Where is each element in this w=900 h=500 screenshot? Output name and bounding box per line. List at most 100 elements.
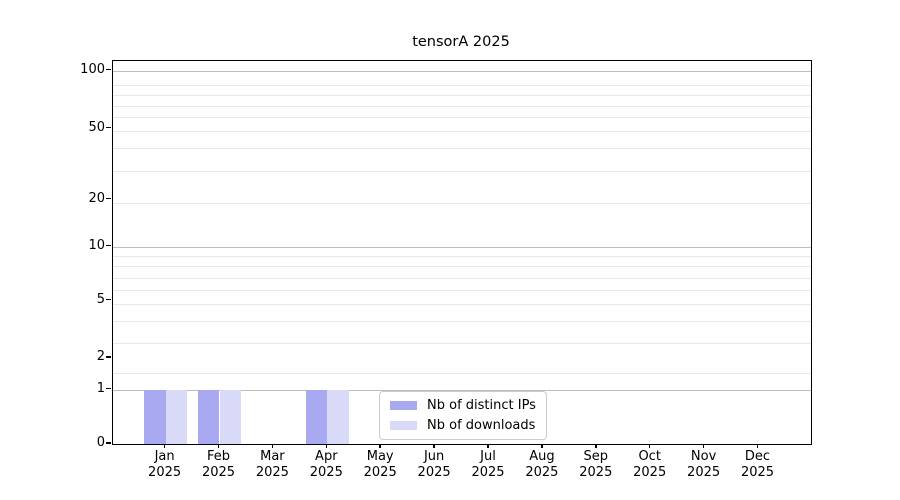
x-tick-mark: [163, 444, 166, 448]
x-tick-year: 2025: [633, 464, 667, 480]
x-tick-label: Jan 2025: [133, 449, 197, 480]
y-tick-mark: [106, 356, 111, 358]
x-tick-label: Sep 2025: [564, 449, 628, 480]
minor-gridline: [113, 131, 811, 132]
minor-gridline: [113, 106, 811, 107]
x-tick-month: Jan: [154, 449, 175, 464]
x-tick-year: 2025: [417, 464, 451, 480]
x-tick-mark: [217, 444, 220, 448]
x-tick-month: Oct: [638, 449, 661, 464]
x-tick-label: Jun 2025: [402, 449, 466, 480]
minor-gridline: [113, 304, 811, 305]
legend-entry-downloads: Nb of downloads: [390, 418, 536, 433]
minor-gridline: [113, 372, 811, 374]
x-tick-year: 2025: [148, 464, 182, 480]
x-tick-mark: [271, 444, 274, 448]
x-tick-mark: [433, 444, 435, 448]
minor-gridline: [113, 148, 811, 150]
x-tick-year: 2025: [579, 464, 613, 480]
x-tick-year: 2025: [740, 464, 775, 480]
minor-gridline: [113, 265, 811, 267]
x-tick-month: Aug: [529, 449, 555, 464]
x-tick-month: Apr: [315, 449, 338, 464]
x-tick-year: 2025: [687, 464, 721, 480]
legend: Nb of distinct IPs Nb of downloads: [379, 391, 547, 440]
x-tick-month: Jul: [480, 449, 496, 464]
y-tick-label: 10: [88, 237, 105, 253]
y-tick-mark: [106, 126, 111, 129]
minor-gridline: [113, 255, 811, 257]
x-tick-mark: [648, 444, 651, 448]
x-tick-year: 2025: [255, 464, 289, 480]
minor-gridline: [113, 343, 811, 344]
legend-swatch-distinct-ips: [390, 401, 417, 410]
x-tick-label: Oct 2025: [618, 449, 682, 480]
x-tick-mark: [379, 444, 381, 448]
y-tick-label: 20: [88, 190, 105, 206]
x-tick-year: 2025: [309, 464, 343, 480]
y-tick-mark: [106, 197, 111, 200]
y-tick-label: 0: [96, 435, 105, 450]
minor-gridline: [113, 203, 811, 205]
x-tick-year: 2025: [525, 464, 559, 480]
x-tick-year: 2025: [363, 464, 397, 480]
minor-gridline: [113, 116, 811, 118]
x-tick-mark: [756, 444, 759, 448]
minor-gridline: [113, 170, 811, 172]
x-tick-year: 2025: [201, 464, 236, 480]
minor-gridline: [113, 321, 811, 323]
y-tick-label: 1: [96, 380, 105, 396]
bar-nb-of-downloads-apr-2025: [327, 389, 349, 444]
y-tick-label: 50: [88, 119, 105, 135]
legend-entry-distinct-ips: Nb of distinct IPs: [390, 398, 536, 413]
y-tick-mark: [106, 387, 111, 390]
y-tick-label: 100: [80, 61, 105, 77]
x-tick-mark: [487, 444, 489, 448]
minor-gridline: [113, 85, 811, 86]
legend-label-downloads: Nb of downloads: [427, 418, 536, 433]
x-tick-label: Mar 2025: [240, 449, 304, 480]
x-tick-month: May: [366, 449, 394, 464]
x-tick-month: Feb: [206, 449, 231, 464]
bar-nb-of-downloads-jan-2025: [165, 389, 188, 444]
bar-nb-of-distinct-ips-jan-2025: [144, 389, 166, 444]
major-gridline: [113, 70, 811, 72]
x-axis: Jan 2025 Feb 2025 Mar 2025 Apr 2025 May 2025 Jun 20…: [112, 444, 810, 488]
legend-swatch-downloads: [390, 421, 417, 430]
y-tick-mark: [106, 298, 111, 301]
x-tick-mark: [541, 444, 543, 448]
bar-nb-of-distinct-ips-apr-2025: [305, 389, 328, 444]
minor-gridline: [113, 289, 811, 291]
y-tick-mark: [106, 244, 111, 247]
x-tick-label: Jul 2025: [456, 449, 520, 480]
x-tick-year: 2025: [471, 464, 505, 480]
x-tick-label: Aug 2025: [510, 449, 574, 480]
major-gridline: [113, 389, 811, 391]
x-tick-month: Jun: [423, 449, 445, 464]
x-tick-label: Apr 2025: [294, 449, 358, 480]
y-axis: 100 50 20 10 5 2 1 0: [0, 60, 105, 450]
x-tick-mark: [325, 444, 328, 448]
chart-title: tensorA 2025: [412, 34, 510, 50]
x-tick-month: Dec: [744, 449, 771, 464]
x-tick-mark: [595, 444, 597, 448]
x-tick-label: May 2025: [348, 449, 412, 480]
y-tick-label: 5: [96, 291, 105, 307]
x-tick-label: Feb 2025: [187, 449, 251, 480]
x-tick-label: Nov 2025: [672, 449, 736, 480]
y-tick-mark: [106, 442, 111, 444]
minor-gridline: [113, 95, 811, 96]
legend-label-distinct-ips: Nb of distinct IPs: [427, 398, 536, 413]
minor-gridline: [113, 278, 811, 279]
plot-area: Nb of distinct IPs Nb of downloads: [112, 60, 812, 445]
x-tick-month: Nov: [690, 449, 717, 464]
y-tick-label: 2: [96, 349, 105, 365]
x-tick-label: Dec 2025: [725, 449, 789, 480]
x-tick-month: Mar: [260, 449, 285, 464]
bar-nb-of-downloads-feb-2025: [219, 389, 242, 444]
major-gridline: [113, 246, 811, 248]
bar-nb-of-distinct-ips-feb-2025: [197, 389, 220, 444]
x-tick-mark: [702, 444, 705, 448]
y-tick-mark: [106, 68, 111, 71]
